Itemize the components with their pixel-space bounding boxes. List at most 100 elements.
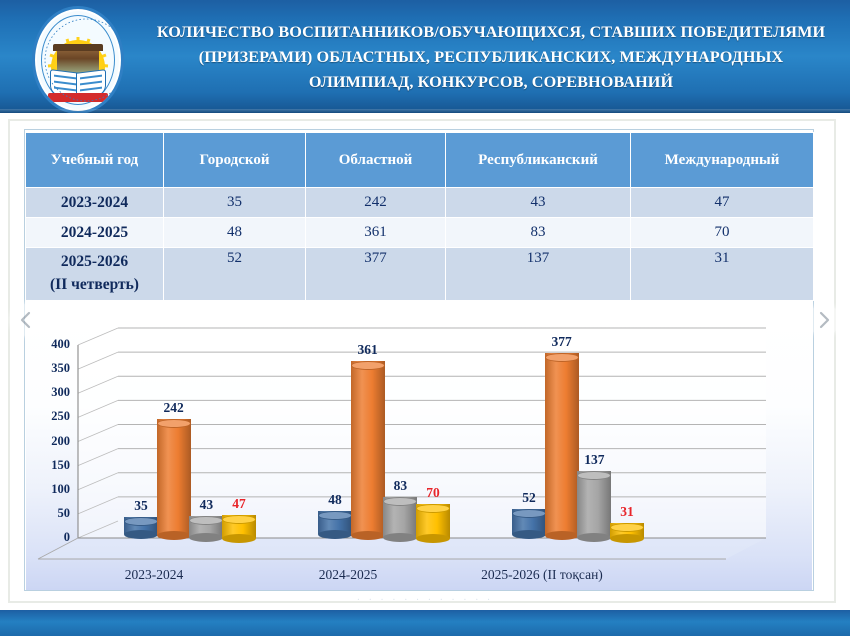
column-header-oblast: Областной — [305, 132, 446, 188]
bar-bottom-ellipse — [577, 532, 612, 542]
cell-republic: 43 — [445, 187, 631, 218]
y-axis-tick-150: 150 — [51, 457, 70, 472]
cell-intl: 31 — [630, 247, 814, 301]
data-label-городской-2023-2024: 35 — [134, 498, 148, 514]
cell-year-line1: 2025-2026 — [60, 253, 129, 270]
bar-chart: 400 350 300 250 200 150 100 50 0 35 242 43 47 48 361 8… — [26, 320, 812, 590]
emblem-oval — [32, 6, 124, 113]
page-title: КОЛИЧЕСТВО ВОСПИТАННИКОВ/ОБУЧАЮЩИХСЯ, СТ… — [156, 23, 826, 91]
bar-bottom-ellipse — [189, 532, 224, 542]
x-axis-label-2024-2025: 2024-2025 — [318, 567, 378, 582]
data-label-международный-2024-2025: 70 — [426, 485, 440, 501]
cell-city: 35 — [163, 187, 306, 218]
bar-top-ellipse — [318, 510, 352, 520]
cell-oblast: 377 — [305, 247, 446, 301]
results-table: Учебный год Городской Областной Республи… — [25, 132, 814, 301]
bar-bottom-ellipse — [416, 533, 450, 543]
bar-городской-2024-2025 — [318, 510, 352, 539]
chart-3d-frame — [37, 327, 766, 560]
y-axis-tick-200: 200 — [51, 433, 70, 448]
cell-year: 2025-2026 (II четверть) — [25, 247, 164, 301]
data-label-городской-2025-2026 (II тоқсан): 52 — [522, 489, 536, 505]
bar-top-ellipse — [222, 515, 256, 525]
bar-top-ellipse — [577, 470, 612, 480]
emblem-circular-text — [44, 18, 121, 102]
bar-международный-2025-2026 (II тоқсан) — [610, 523, 644, 543]
table-row: 2024-2025 48 361 83 70 — [25, 217, 814, 248]
column-header-republic: Республиканский — [445, 132, 631, 188]
carousel-next-button[interactable] — [808, 304, 840, 336]
cell-year-line2: (II четверть) — [50, 276, 139, 293]
bar-top-ellipse — [383, 496, 418, 506]
data-label-международный-2023-2024: 47 — [232, 496, 246, 512]
bar-bottom-ellipse — [222, 533, 256, 543]
bar-top-ellipse — [610, 523, 644, 533]
cell-oblast: 361 — [305, 217, 446, 248]
slide-header: КОЛИЧЕСТВО ВОСПИТАННИКОВ/ОБУЧАЮЩИХСЯ, СТ… — [0, 0, 850, 113]
cell-year: 2024-2025 — [25, 217, 164, 248]
bar-bottom-ellipse — [512, 529, 546, 539]
bar-body — [544, 353, 579, 536]
bar-body — [156, 418, 191, 536]
x-axis-label-2023-2024: 2023-2024 — [124, 567, 184, 582]
bar-республиканский-2023-2024 — [189, 515, 224, 542]
bar-республиканский-2025-2026 (II тоқсан) — [577, 470, 612, 542]
bar-республиканский-2024-2025 — [383, 496, 418, 542]
cell-republic: 83 — [445, 217, 631, 248]
y-axis-tick-400: 400 — [51, 337, 70, 351]
carousel-dots[interactable]: · · · · · · · · · · · · — [356, 595, 494, 606]
data-label-республиканский-2023-2024: 43 — [199, 496, 214, 512]
emblem-inner-ring — [41, 15, 115, 105]
bar-международный-2024-2025 — [416, 504, 450, 543]
bar-top-ellipse — [156, 418, 191, 428]
bar-международный-2023-2024 — [222, 515, 256, 543]
y-axis-tick-350: 350 — [51, 361, 70, 376]
bar-bottom-ellipse — [350, 531, 385, 541]
data-label-республиканский-2025-2026 (II тоқсан): 137 — [584, 451, 605, 467]
data-label-международный-2025-2026 (II тоқсан): 31 — [620, 504, 634, 520]
bar-областной-2023-2024 — [156, 418, 191, 541]
column-header-city: Городской — [163, 132, 306, 188]
bar-областной-2025-2026 (II тоқсан) — [544, 353, 579, 541]
bar-bottom-ellipse — [156, 531, 191, 541]
bar-городской-2023-2024 — [124, 517, 158, 539]
school-emblem-logo — [24, 6, 126, 113]
bar-bottom-ellipse — [544, 531, 579, 541]
cell-year: 2023-2024 — [25, 187, 164, 218]
content-panel: Учебный год Городской Областной Республи… — [24, 129, 814, 591]
y-axis-tick-50: 50 — [57, 505, 71, 520]
y-axis-tick-0: 0 — [63, 530, 70, 544]
y-axis-tick-100: 100 — [51, 481, 70, 496]
bar-top-ellipse — [189, 515, 224, 525]
data-label-городской-2024-2025: 48 — [328, 491, 342, 507]
bar-top-ellipse — [544, 353, 579, 363]
carousel-prev-button[interactable] — [10, 304, 42, 336]
cell-oblast: 242 — [305, 187, 446, 218]
y-axis-tick-250: 250 — [51, 409, 70, 424]
cell-intl: 70 — [630, 217, 814, 248]
data-label-областной-2025-2026 (II тоқсан): 377 — [551, 334, 572, 350]
bar-body — [350, 361, 385, 536]
bar-top-ellipse — [416, 504, 450, 514]
cell-intl: 47 — [630, 187, 814, 218]
table-header-row: Учебный год Городской Областной Республи… — [25, 132, 814, 188]
x-axis-label-2025-2026 (II тоқсан): 2025-2026 (II тоқсан) — [481, 567, 603, 582]
bar-городской-2025-2026 (II тоқсан) — [512, 508, 546, 539]
bar-top-ellipse — [512, 508, 546, 518]
data-label-республиканский-2024-2025: 83 — [393, 477, 408, 493]
emblem-ribbon — [48, 93, 108, 102]
chevron-left-icon — [20, 311, 31, 329]
table-row: 2025-2026 (II четверть) 52 377 137 31 — [25, 247, 814, 301]
data-label-областной-2024-2025: 361 — [357, 342, 378, 358]
cell-republic: 137 — [445, 247, 631, 301]
bar-body — [577, 470, 612, 537]
column-header-year: Учебный год — [25, 132, 164, 188]
y-axis-tick-300: 300 — [51, 385, 70, 400]
bar-bottom-ellipse — [318, 529, 352, 539]
cell-city: 52 — [163, 247, 306, 301]
table-row: 2023-2024 35 242 43 47 — [25, 187, 814, 218]
building-icon — [53, 44, 103, 73]
bar-bottom-ellipse — [124, 529, 158, 539]
bar-bottom-ellipse — [610, 533, 644, 543]
